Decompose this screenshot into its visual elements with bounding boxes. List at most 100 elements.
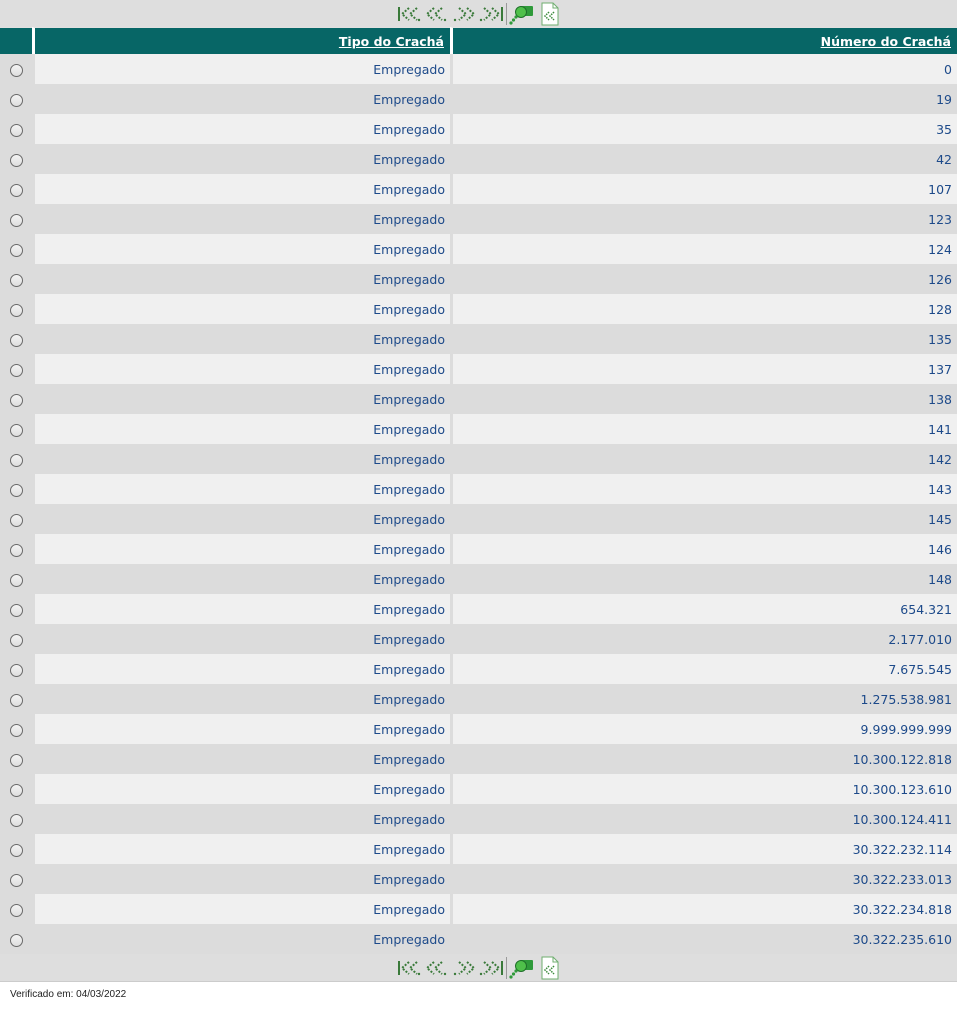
cell-numero[interactable]: 123 (450, 204, 957, 234)
row-select-radio[interactable] (9, 633, 23, 647)
table-row[interactable]: Empregado 107 (0, 174, 957, 204)
row-select-radio[interactable] (9, 93, 23, 107)
cell-numero[interactable]: 30.322.232.114 (450, 834, 957, 864)
cell-tipo[interactable]: Empregado (32, 894, 450, 924)
first-page-button[interactable] (396, 3, 423, 25)
cell-tipo[interactable]: Empregado (32, 294, 450, 324)
cell-tipo[interactable]: Empregado (32, 264, 450, 294)
cell-numero[interactable]: 9.999.999.999 (450, 714, 957, 744)
cell-tipo[interactable]: Empregado (32, 114, 450, 144)
cell-tipo[interactable]: Empregado (32, 354, 450, 384)
next-page-button[interactable] (450, 957, 477, 979)
cell-numero[interactable]: 138 (450, 384, 957, 414)
cell-numero[interactable]: 10.300.122.818 (450, 744, 957, 774)
cell-tipo[interactable]: Empregado (32, 624, 450, 654)
table-row[interactable]: Empregado 9.999.999.999 (0, 714, 957, 744)
cell-numero[interactable]: 654.321 (450, 594, 957, 624)
cell-tipo[interactable]: Empregado (32, 474, 450, 504)
row-select-radio[interactable] (9, 603, 23, 617)
table-row[interactable]: Empregado 30.322.234.818 (0, 894, 957, 924)
cell-tipo[interactable]: Empregado (32, 804, 450, 834)
table-row[interactable]: Empregado 135 (0, 324, 957, 354)
cell-tipo[interactable]: Empregado (32, 684, 450, 714)
cell-tipo[interactable]: Empregado (32, 774, 450, 804)
cell-numero[interactable]: 107 (450, 174, 957, 204)
table-row[interactable]: Empregado 141 (0, 414, 957, 444)
row-select-radio[interactable] (9, 273, 23, 287)
table-row[interactable]: Empregado 137 (0, 354, 957, 384)
table-row[interactable]: Empregado 30.322.235.610 (0, 924, 957, 954)
table-row[interactable]: Empregado 142 (0, 444, 957, 474)
row-select-radio[interactable] (9, 453, 23, 467)
sort-link-numero[interactable]: Número do Crachá (820, 33, 951, 49)
row-select-radio[interactable] (9, 363, 23, 377)
table-row[interactable]: Empregado 30.322.232.114 (0, 834, 957, 864)
table-row[interactable]: Empregado 148 (0, 564, 957, 594)
cell-numero[interactable]: 124 (450, 234, 957, 264)
cell-numero[interactable]: 128 (450, 294, 957, 324)
row-select-radio[interactable] (9, 783, 23, 797)
search-button[interactable] (506, 2, 537, 25)
cell-numero[interactable]: 30.322.233.013 (450, 864, 957, 894)
cell-tipo[interactable]: Empregado (32, 594, 450, 624)
search-button[interactable] (506, 956, 537, 979)
cell-tipo[interactable]: Empregado (32, 714, 450, 744)
column-header-tipo[interactable]: Tipo do Crachá (32, 27, 450, 54)
row-select-radio[interactable] (9, 123, 23, 137)
cell-tipo[interactable]: Empregado (32, 924, 450, 954)
table-row[interactable]: Empregado 124 (0, 234, 957, 264)
cell-numero[interactable]: 7.675.545 (450, 654, 957, 684)
cell-tipo[interactable]: Empregado (32, 324, 450, 354)
table-row[interactable]: Empregado 0 (0, 54, 957, 84)
cell-numero[interactable]: 126 (450, 264, 957, 294)
cell-tipo[interactable]: Empregado (32, 54, 450, 84)
previous-page-button[interactable] (423, 3, 450, 25)
cell-numero[interactable]: 142 (450, 444, 957, 474)
row-select-radio[interactable] (9, 483, 23, 497)
previous-page-button[interactable] (423, 957, 450, 979)
table-row[interactable]: Empregado 10.300.124.411 (0, 804, 957, 834)
row-select-radio[interactable] (9, 663, 23, 677)
cell-numero[interactable]: 2.177.010 (450, 624, 957, 654)
row-select-radio[interactable] (9, 873, 23, 887)
row-select-radio[interactable] (9, 153, 23, 167)
table-row[interactable]: Empregado 123 (0, 204, 957, 234)
row-select-radio[interactable] (9, 933, 23, 947)
cell-numero[interactable]: 143 (450, 474, 957, 504)
cell-numero[interactable]: 30.322.234.818 (450, 894, 957, 924)
cell-numero[interactable]: 19 (450, 84, 957, 114)
cell-numero[interactable]: 135 (450, 324, 957, 354)
table-row[interactable]: Empregado 145 (0, 504, 957, 534)
last-page-button[interactable] (477, 957, 504, 979)
cell-numero[interactable]: 145 (450, 504, 957, 534)
row-select-radio[interactable] (9, 213, 23, 227)
row-select-radio[interactable] (9, 183, 23, 197)
cell-numero[interactable]: 35 (450, 114, 957, 144)
cell-tipo[interactable]: Empregado (32, 864, 450, 894)
cell-numero[interactable]: 1.275.538.981 (450, 684, 957, 714)
cell-numero[interactable]: 148 (450, 564, 957, 594)
cell-numero[interactable]: 42 (450, 144, 957, 174)
sort-link-tipo[interactable]: Tipo do Crachá (338, 33, 444, 49)
cell-tipo[interactable]: Empregado (32, 144, 450, 174)
cell-numero[interactable]: 0 (450, 54, 957, 84)
row-select-radio[interactable] (9, 513, 23, 527)
cell-tipo[interactable]: Empregado (32, 654, 450, 684)
table-row[interactable]: Empregado 138 (0, 384, 957, 414)
row-select-radio[interactable] (9, 723, 23, 737)
row-select-radio[interactable] (9, 543, 23, 557)
table-row[interactable]: Empregado 1.275.538.981 (0, 684, 957, 714)
column-header-numero[interactable]: Número do Crachá (450, 27, 957, 54)
cell-numero[interactable]: 30.322.235.610 (450, 924, 957, 954)
row-select-radio[interactable] (9, 303, 23, 317)
cell-numero[interactable]: 137 (450, 354, 957, 384)
export-document-button[interactable] (539, 2, 561, 25)
export-document-button[interactable] (539, 956, 561, 979)
cell-tipo[interactable]: Empregado (32, 534, 450, 564)
last-page-button[interactable] (477, 3, 504, 25)
table-row[interactable]: Empregado 42 (0, 144, 957, 174)
row-select-radio[interactable] (9, 423, 23, 437)
table-row[interactable]: Empregado 10.300.122.818 (0, 744, 957, 774)
table-row[interactable]: Empregado 2.177.010 (0, 624, 957, 654)
table-row[interactable]: Empregado 126 (0, 264, 957, 294)
